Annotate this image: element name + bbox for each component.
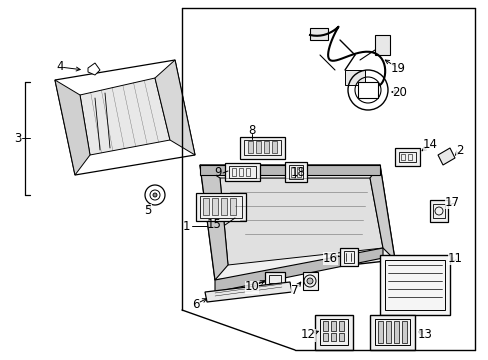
Polygon shape [220, 178, 382, 265]
Text: 1: 1 [182, 220, 189, 233]
Text: 10: 10 [244, 280, 259, 293]
Bar [385, 321, 390, 343]
Polygon shape [55, 80, 90, 175]
Text: 15: 15 [206, 219, 221, 231]
Text: 2: 2 [455, 144, 463, 157]
Bar [398, 152, 415, 162]
Polygon shape [55, 60, 195, 175]
Bar [401, 321, 406, 343]
Bar [244, 140, 281, 155]
Bar [384, 260, 444, 310]
Text: 16: 16 [322, 252, 337, 265]
Bar [240, 137, 285, 159]
Bar [330, 321, 335, 331]
Text: 17: 17 [444, 195, 459, 208]
Polygon shape [215, 248, 382, 292]
Bar [229, 198, 236, 215]
Polygon shape [80, 78, 170, 155]
Polygon shape [200, 165, 394, 280]
Bar [200, 196, 242, 218]
Bar [264, 272, 285, 286]
Bar [309, 28, 327, 40]
Bar [393, 321, 398, 343]
Bar [323, 333, 327, 341]
Polygon shape [200, 165, 227, 280]
Bar [303, 272, 317, 290]
Text: 19: 19 [390, 62, 405, 75]
Bar [338, 321, 343, 331]
Bar [323, 321, 327, 331]
Bar [314, 315, 352, 350]
Circle shape [361, 84, 373, 96]
Polygon shape [369, 165, 394, 260]
Bar [256, 141, 261, 153]
Bar [345, 70, 364, 85]
Bar [330, 333, 335, 341]
Bar [196, 193, 245, 221]
Polygon shape [200, 165, 379, 175]
Polygon shape [155, 60, 195, 155]
Circle shape [153, 193, 157, 197]
Text: 3: 3 [14, 131, 21, 144]
Text: 14: 14 [422, 139, 437, 152]
Text: 6: 6 [192, 297, 199, 310]
Bar [407, 154, 411, 160]
Text: 11: 11 [447, 252, 462, 265]
Bar [369, 315, 414, 350]
Bar [377, 321, 382, 343]
Bar [224, 163, 260, 181]
Polygon shape [437, 148, 454, 165]
Bar [319, 319, 347, 345]
Bar [374, 35, 389, 55]
Bar [394, 148, 419, 166]
Bar [271, 141, 276, 153]
Bar [245, 168, 249, 176]
Bar [228, 166, 256, 178]
Text: 8: 8 [248, 123, 255, 136]
Text: 12: 12 [300, 328, 315, 342]
Bar [247, 141, 252, 153]
Text: 5: 5 [144, 203, 151, 216]
Polygon shape [88, 63, 100, 75]
Bar [268, 275, 281, 283]
Circle shape [306, 278, 312, 284]
Bar [288, 165, 303, 179]
Bar [231, 168, 236, 176]
Bar [432, 204, 444, 218]
Bar [338, 333, 343, 341]
Text: 18: 18 [290, 166, 305, 179]
Bar [290, 167, 294, 177]
Bar [212, 198, 218, 215]
Bar [264, 141, 268, 153]
Text: 9: 9 [214, 166, 221, 180]
Bar [429, 200, 447, 222]
Text: 4: 4 [56, 60, 63, 73]
Text: 13: 13 [417, 328, 431, 342]
Bar [357, 82, 377, 98]
Bar [221, 198, 226, 215]
Text: 20: 20 [392, 85, 407, 99]
Bar [400, 154, 404, 160]
Bar [339, 248, 357, 266]
Bar [343, 251, 353, 263]
Bar [239, 168, 243, 176]
Bar [296, 167, 301, 177]
Bar [374, 319, 409, 345]
Bar [203, 198, 208, 215]
Bar [379, 255, 449, 315]
Polygon shape [204, 282, 291, 302]
Text: 7: 7 [291, 284, 298, 297]
Bar [285, 162, 306, 182]
